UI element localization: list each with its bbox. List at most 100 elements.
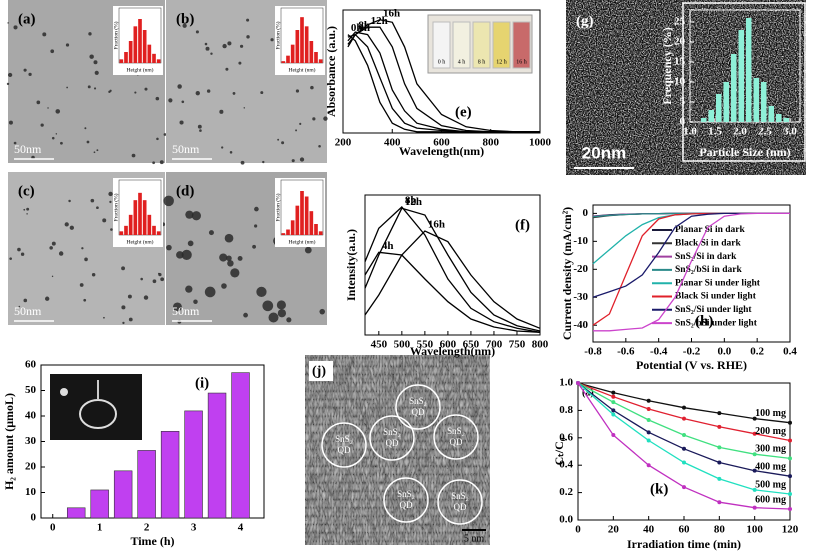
particle bbox=[312, 117, 316, 121]
x-tick-label: 0.4 bbox=[783, 346, 797, 358]
particle bbox=[26, 213, 28, 215]
x-tick-label: 3 bbox=[191, 522, 197, 534]
particle bbox=[64, 222, 69, 227]
particle bbox=[103, 316, 105, 319]
y-tick-label: 50 bbox=[25, 384, 37, 396]
panel-label: (h) bbox=[695, 313, 713, 329]
particle bbox=[281, 141, 285, 145]
particle bbox=[6, 82, 10, 86]
y-tick-label: 0.8 bbox=[559, 404, 573, 416]
x-tick-label: 400 bbox=[384, 137, 401, 149]
x-tick-label: 600 bbox=[440, 339, 457, 351]
particle bbox=[51, 136, 55, 140]
particle bbox=[193, 299, 198, 304]
point bbox=[717, 476, 722, 481]
point bbox=[717, 500, 722, 505]
particle bbox=[152, 161, 156, 165]
inset-bg bbox=[275, 178, 325, 247]
point bbox=[788, 507, 792, 512]
particle bbox=[17, 247, 21, 252]
inset-bar bbox=[128, 214, 133, 235]
y-tick-label: 20 bbox=[25, 461, 37, 473]
point bbox=[646, 438, 651, 443]
particle bbox=[42, 32, 47, 37]
inset-bar bbox=[281, 233, 286, 235]
vial bbox=[472, 21, 491, 69]
y-tick-label: 0.4 bbox=[559, 459, 573, 471]
particle bbox=[20, 252, 25, 256]
x-tick-label: 500 bbox=[394, 339, 411, 351]
particle bbox=[18, 305, 21, 308]
x-tick-label: 800 bbox=[483, 137, 500, 149]
particle bbox=[195, 91, 200, 96]
point bbox=[752, 505, 757, 510]
inset-bar bbox=[290, 44, 295, 63]
point bbox=[646, 398, 651, 403]
histogram-bar bbox=[716, 94, 722, 122]
series-line bbox=[364, 230, 541, 329]
particle bbox=[243, 107, 245, 109]
particle bbox=[84, 127, 87, 130]
series-line bbox=[364, 251, 541, 333]
series-label: 0h bbox=[351, 22, 363, 34]
x-tick-label: -0.4 bbox=[650, 346, 668, 358]
particle bbox=[160, 277, 165, 282]
particle bbox=[181, 249, 192, 260]
particle bbox=[94, 70, 99, 75]
particle bbox=[28, 72, 32, 77]
point bbox=[611, 412, 616, 417]
x-tick-label: 120 bbox=[782, 524, 799, 536]
particle bbox=[50, 49, 55, 54]
point bbox=[611, 400, 616, 405]
point bbox=[682, 460, 686, 465]
x-tick-label: 3.0 bbox=[783, 126, 797, 138]
point bbox=[682, 485, 686, 490]
series-label: 8h bbox=[358, 20, 370, 32]
inset-frame bbox=[682, 2, 806, 162]
x-tick-label: -0.2 bbox=[683, 346, 701, 358]
particle bbox=[65, 43, 70, 47]
point bbox=[788, 491, 792, 496]
y-tick-label: 60 bbox=[25, 359, 37, 371]
x-axis-label: Time (h) bbox=[130, 534, 174, 548]
point bbox=[752, 487, 757, 492]
y-tick-label: 20 bbox=[674, 36, 686, 48]
inset-bar bbox=[124, 225, 128, 235]
particle bbox=[222, 43, 227, 49]
inset-bar bbox=[318, 231, 323, 235]
particle bbox=[140, 277, 143, 281]
series-line bbox=[347, 19, 540, 133]
particle bbox=[239, 44, 244, 48]
point bbox=[611, 433, 616, 438]
panel-label: (g) bbox=[576, 13, 594, 29]
x-tick-label: 800 bbox=[532, 339, 549, 351]
qd-label: SnS₂ bbox=[409, 396, 427, 406]
inset-x-label: Height (nm) bbox=[288, 66, 315, 73]
particle bbox=[262, 160, 265, 164]
scale-bar-label: 50nm bbox=[14, 142, 42, 156]
particle bbox=[51, 275, 54, 278]
vial bbox=[512, 21, 531, 69]
plot-frame bbox=[364, 194, 541, 336]
series-line bbox=[593, 212, 790, 332]
particle bbox=[318, 144, 321, 148]
point bbox=[788, 438, 792, 443]
particle bbox=[127, 294, 132, 299]
x-tick-label: 1.0 bbox=[683, 126, 697, 138]
particle bbox=[299, 122, 302, 125]
particle bbox=[168, 98, 173, 103]
qd-label: QD bbox=[386, 438, 399, 448]
particle bbox=[86, 140, 90, 144]
inset-bar bbox=[290, 220, 295, 235]
inset-y-label: Fraction (%) bbox=[274, 193, 281, 221]
particle bbox=[23, 298, 28, 303]
panel-label: (d) bbox=[176, 183, 194, 199]
vial bbox=[492, 21, 511, 69]
histogram-bar bbox=[723, 82, 729, 122]
inset-bar bbox=[152, 225, 156, 235]
particle bbox=[310, 85, 314, 90]
inset-bar bbox=[119, 231, 124, 235]
point bbox=[717, 411, 722, 416]
point bbox=[611, 408, 616, 413]
hrtem-texture bbox=[305, 355, 490, 545]
